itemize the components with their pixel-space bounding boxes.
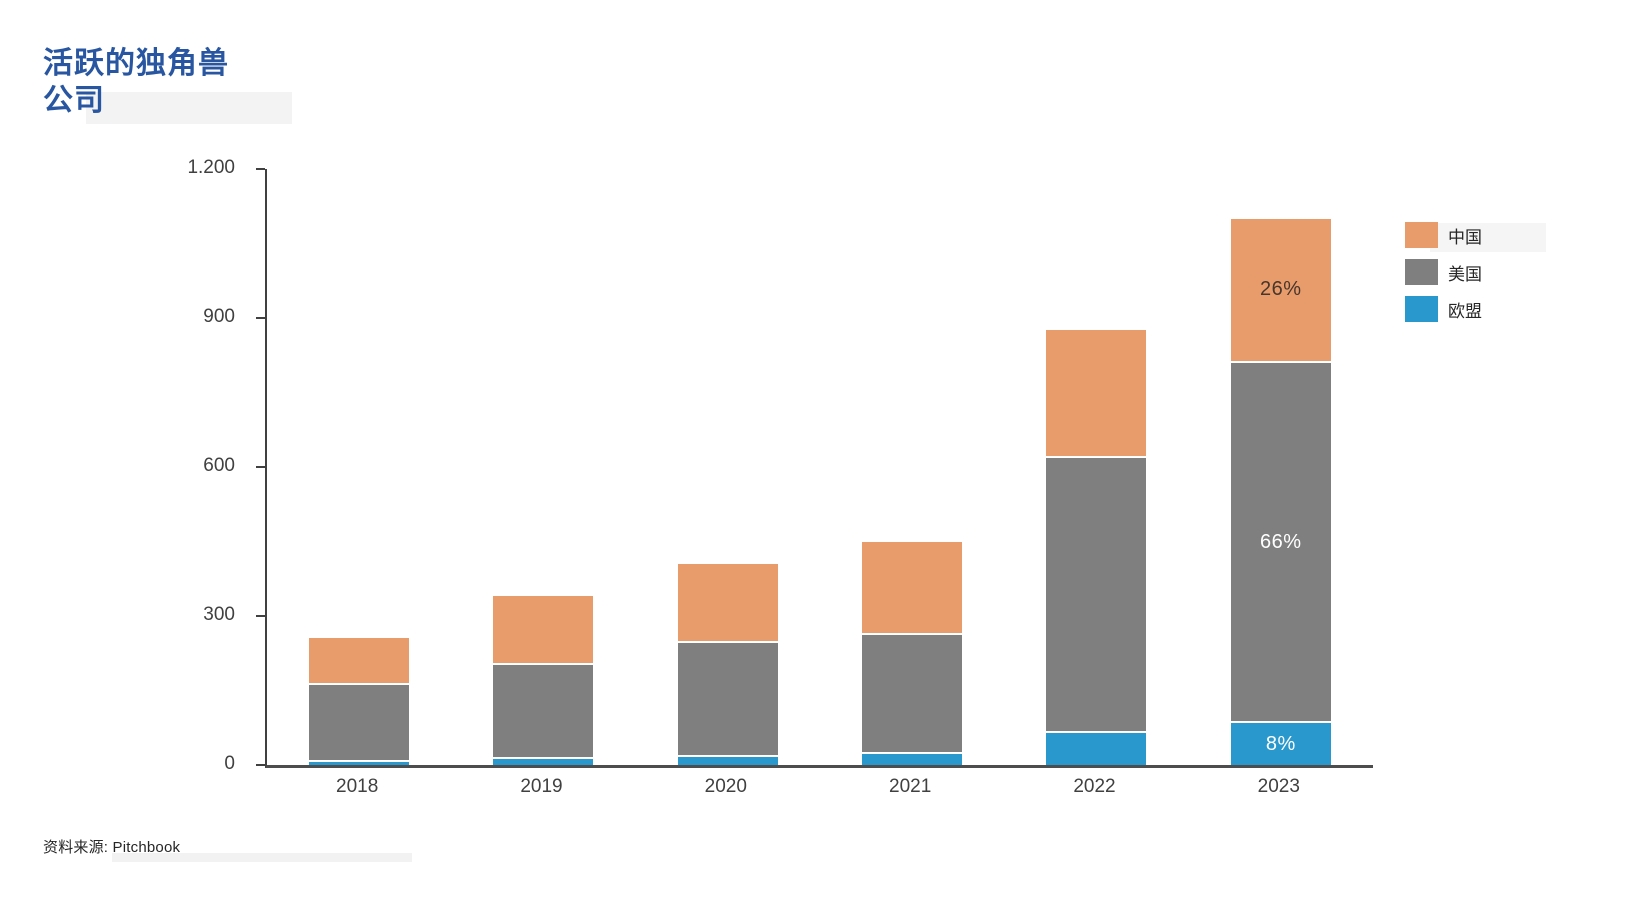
bar-2020 (677, 563, 778, 765)
legend: 中国 美国 欧盟 (1405, 222, 1482, 333)
bar-2023: 26% 66% 8% (1230, 218, 1331, 765)
bar-2018 (309, 638, 410, 765)
legend-swatch-eu (1405, 296, 1438, 322)
legend-label-cn: 中国 (1448, 227, 1482, 247)
source-note: 资料来源: Pitchbook (43, 839, 181, 856)
legend-swatch-us (1405, 259, 1438, 285)
x-axis-label-2020: 2020 (704, 776, 747, 797)
y-tick-mark (256, 168, 265, 170)
bar-segment-cn-2023: 26% (1230, 218, 1331, 361)
bar-segment-cn-2022 (1046, 330, 1147, 456)
legend-label-us: 美国 (1448, 264, 1482, 284)
y-tick-mark (256, 615, 265, 617)
bars-group: 26% 66% 8% (267, 169, 1373, 765)
bar-2021 (862, 541, 963, 765)
bar-segment-eu-2023: 8% (1230, 721, 1331, 765)
x-axis-label-2019: 2019 (520, 776, 563, 797)
bar-segment-us-2021 (862, 632, 963, 753)
x-axis-label-2018: 2018 (336, 776, 379, 797)
background-artifact (1430, 223, 1546, 252)
x-axis-label-2022: 2022 (1073, 776, 1116, 797)
bar-segment-cn-2019 (493, 596, 594, 663)
bar-segment-cn-2018 (309, 638, 410, 684)
bar-segment-cn-2020 (677, 563, 778, 641)
bar-2022 (1046, 330, 1147, 765)
bar-segment-eu-2018 (309, 760, 410, 765)
bar-segment-eu-2020 (677, 755, 778, 765)
bar-segment-us-2023: 66% (1230, 360, 1331, 722)
bar-segment-cn-2021 (862, 541, 963, 633)
bar-percentage-label: 26% (1260, 278, 1302, 301)
y-tick-mark (256, 466, 265, 468)
bar-percentage-label: 8% (1265, 732, 1296, 755)
legend-label-eu: 欧盟 (1448, 301, 1482, 321)
y-tick-label: 300 (203, 604, 235, 625)
chart-title-line1: 活跃的独角兽 (43, 47, 229, 80)
legend-item-cn: 中国 (1405, 222, 1482, 248)
bar-segment-us-2019 (493, 662, 594, 758)
legend-item-us: 美国 (1405, 259, 1482, 285)
bar-segment-eu-2022 (1046, 731, 1147, 765)
bar-segment-us-2020 (677, 640, 778, 756)
y-tick-label: 600 (203, 455, 235, 476)
chart-title: 活跃的独角兽 公司 (43, 45, 229, 119)
legend-item-eu: 欧盟 (1405, 296, 1482, 322)
y-tick-mark (256, 764, 265, 766)
x-axis-label-2023: 2023 (1257, 776, 1300, 797)
legend-swatch-cn (1405, 222, 1438, 248)
x-axis-label-2021: 2021 (889, 776, 932, 797)
y-tick-mark (256, 317, 265, 319)
y-tick-label: 1.200 (187, 157, 235, 178)
bar-segment-us-2018 (309, 683, 410, 761)
bar-percentage-label: 66% (1260, 530, 1302, 553)
background-artifact (86, 92, 292, 124)
bar-segment-eu-2019 (493, 757, 594, 765)
y-tick-label: 900 (203, 306, 235, 327)
background-artifact (112, 853, 412, 862)
bar-segment-eu-2021 (862, 752, 963, 765)
y-tick-label: 0 (224, 753, 235, 774)
plot-area: 26% 66% 8% (265, 169, 1373, 768)
bar-segment-us-2022 (1046, 455, 1147, 732)
x-axis-labels: 2018 2019 2020 2021 2022 2023 (265, 776, 1371, 798)
chart-title-line2: 公司 (43, 84, 105, 117)
bar-2019 (493, 596, 594, 765)
